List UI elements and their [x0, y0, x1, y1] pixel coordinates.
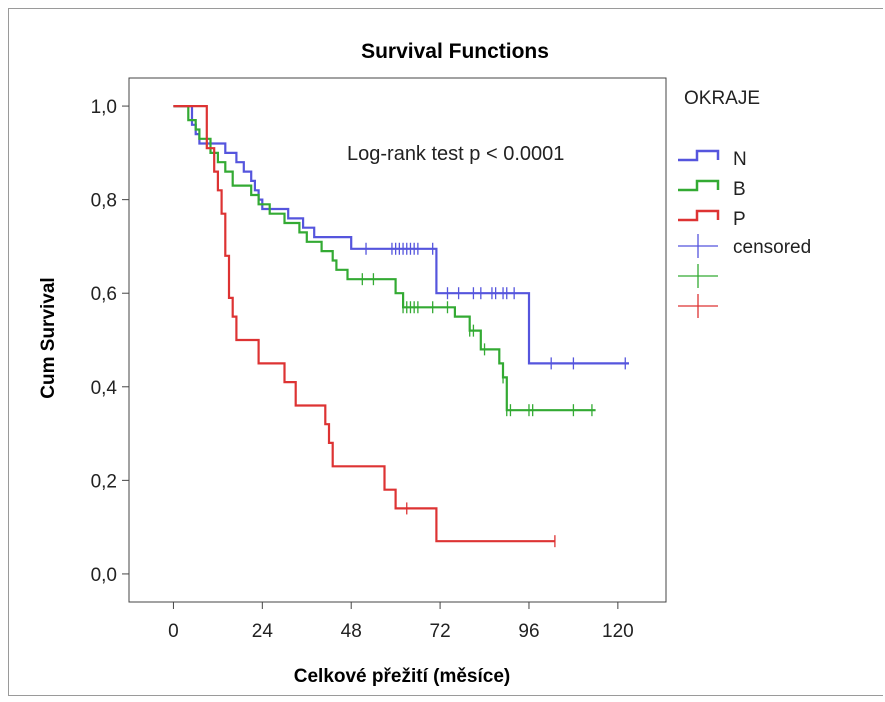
legend-label-P: P	[733, 209, 746, 230]
x-tick-label: 0	[168, 621, 179, 642]
legend-swatch-B	[678, 179, 720, 192]
series-P-line	[173, 105, 555, 543]
y-tick-label: 0,0	[91, 565, 117, 586]
legend-label-N: N	[733, 149, 747, 170]
y-tick-label: 0,2	[91, 471, 117, 492]
y-tick-label: 0,8	[91, 191, 117, 212]
axis-ticks: 0 24 48 72 96 120 0,0 0,2 0,4 0,6 0,8 1,0	[91, 97, 634, 642]
x-tick-label: 120	[602, 621, 634, 642]
series-layer	[173, 105, 629, 548]
legend-swatch-P	[678, 209, 720, 222]
y-axis-title: Cum Survival	[38, 277, 59, 398]
y-tick-label: 1,0	[91, 97, 117, 118]
legend-title: OKRAJE	[684, 88, 760, 109]
y-tick-label: 0,6	[91, 284, 117, 305]
chart-title: Survival Functions	[361, 40, 549, 63]
y-tick-label: 0,4	[91, 378, 118, 399]
x-tick-label: 48	[341, 621, 362, 642]
legend-swatch-N	[678, 149, 720, 162]
log-rank-annotation: Log-rank test p < 0.0001	[347, 143, 564, 165]
legend-label-B: B	[733, 179, 746, 200]
x-tick-label: 72	[430, 621, 451, 642]
legend-label-censored: censored	[733, 237, 811, 258]
x-axis-title: Celkové přežití (měsíce)	[294, 666, 510, 687]
plot-area	[128, 77, 667, 603]
x-tick-label: 24	[252, 621, 274, 642]
x-tick-label: 96	[518, 621, 539, 642]
